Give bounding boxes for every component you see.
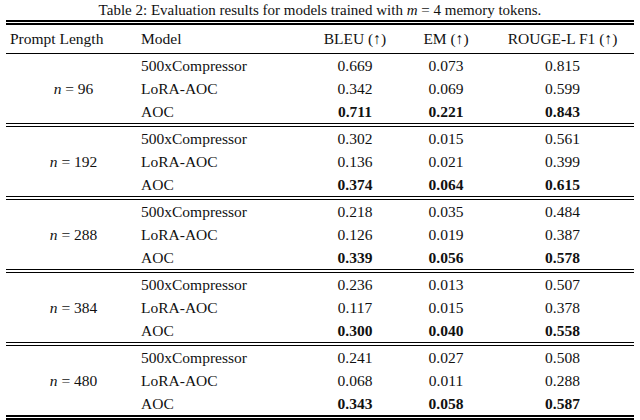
model-name: 500xCompressor (141, 54, 309, 78)
bleu-value: 0.669 (309, 54, 401, 78)
model-name: AOC (141, 392, 309, 418)
prompt-value: = 96 (61, 80, 93, 97)
col-header-prompt-length: Prompt Length (6, 23, 141, 54)
bleu-value: 0.300 (309, 319, 401, 344)
rouge-value: 0.587 (491, 392, 634, 418)
group-n480: n = 480 500xCompressor 0.241 0.027 0.508… (6, 344, 634, 418)
rouge-value: 0.843 (491, 100, 634, 125)
prompt-value: = 288 (58, 226, 98, 243)
prompt-length-label: n = 480 (6, 344, 141, 418)
results-table: Prompt Length Model BLEU (↑) EM (↑) ROUG… (6, 20, 634, 420)
bleu-value: 0.374 (309, 173, 401, 198)
em-value: 0.019 (401, 223, 491, 246)
rouge-value: 0.484 (491, 198, 634, 223)
em-value: 0.011 (401, 369, 491, 392)
rouge-value: 0.558 (491, 319, 634, 344)
caption-text-suffix: = 4 memory tokens. (418, 2, 542, 18)
bleu-value: 0.117 (309, 296, 401, 319)
prompt-var: n (50, 299, 58, 316)
model-name: LoRA-AOC (141, 150, 309, 173)
bleu-value: 0.126 (309, 223, 401, 246)
bleu-value: 0.218 (309, 198, 401, 223)
header-row: Prompt Length Model BLEU (↑) EM (↑) ROUG… (6, 23, 634, 54)
prompt-var: n (50, 226, 58, 243)
prompt-length-label: n = 192 (6, 125, 141, 198)
model-name: LoRA-AOC (141, 296, 309, 319)
em-value: 0.027 (401, 344, 491, 369)
em-value: 0.040 (401, 319, 491, 344)
em-value: 0.013 (401, 271, 491, 296)
em-value: 0.058 (401, 392, 491, 418)
rouge-value: 0.578 (491, 246, 634, 271)
rouge-value: 0.815 (491, 54, 634, 78)
em-value: 0.064 (401, 173, 491, 198)
em-value: 0.015 (401, 125, 491, 150)
table-row: n = 192 500xCompressor 0.302 0.015 0.561 (6, 125, 634, 150)
col-header-model: Model (141, 23, 309, 54)
table-row: n = 288 500xCompressor 0.218 0.035 0.484 (6, 198, 634, 223)
prompt-var: n (50, 153, 58, 170)
rouge-value: 0.288 (491, 369, 634, 392)
bleu-value: 0.339 (309, 246, 401, 271)
bleu-value: 0.343 (309, 392, 401, 418)
table-caption: Table 2: Evaluation results for models t… (0, 0, 640, 19)
bleu-value: 0.136 (309, 150, 401, 173)
rouge-value: 0.507 (491, 271, 634, 296)
model-name: 500xCompressor (141, 125, 309, 150)
rouge-value: 0.378 (491, 296, 634, 319)
table-row: n = 96 500xCompressor 0.669 0.073 0.815 (6, 54, 634, 78)
prompt-value: = 384 (58, 299, 98, 316)
bleu-value: 0.711 (309, 100, 401, 125)
prompt-value: = 192 (58, 153, 98, 170)
em-value: 0.073 (401, 54, 491, 78)
bleu-value: 0.236 (309, 271, 401, 296)
prompt-length-label: n = 288 (6, 198, 141, 271)
group-n192: n = 192 500xCompressor 0.302 0.015 0.561… (6, 125, 634, 198)
caption-text-prefix: Table 2: Evaluation results for models t… (99, 2, 407, 18)
table-row: n = 480 500xCompressor 0.241 0.027 0.508 (6, 344, 634, 369)
prompt-var: n (50, 372, 58, 389)
rouge-value: 0.399 (491, 150, 634, 173)
model-name: 500xCompressor (141, 271, 309, 296)
bleu-value: 0.241 (309, 344, 401, 369)
em-value: 0.056 (401, 246, 491, 271)
col-header-rouge-l-f1: ROUGE-L F1 (↑) (491, 23, 634, 54)
caption-math-var: m (407, 2, 418, 18)
model-name: AOC (141, 100, 309, 125)
col-header-em: EM (↑) (401, 23, 491, 54)
model-name: 500xCompressor (141, 198, 309, 223)
bleu-value: 0.068 (309, 369, 401, 392)
bleu-value: 0.302 (309, 125, 401, 150)
model-name: LoRA-AOC (141, 223, 309, 246)
rouge-value: 0.615 (491, 173, 634, 198)
model-name: AOC (141, 246, 309, 271)
rouge-value: 0.508 (491, 344, 634, 369)
group-n288: n = 288 500xCompressor 0.218 0.035 0.484… (6, 198, 634, 271)
table-row: n = 384 500xCompressor 0.236 0.013 0.507 (6, 271, 634, 296)
rouge-value: 0.387 (491, 223, 634, 246)
group-n96: n = 96 500xCompressor 0.669 0.073 0.815 … (6, 54, 634, 126)
em-value: 0.021 (401, 150, 491, 173)
bleu-value: 0.342 (309, 77, 401, 100)
model-name: LoRA-AOC (141, 369, 309, 392)
model-name: 500xCompressor (141, 344, 309, 369)
prompt-value: = 480 (58, 372, 98, 389)
em-value: 0.221 (401, 100, 491, 125)
em-value: 0.015 (401, 296, 491, 319)
col-header-bleu: BLEU (↑) (309, 23, 401, 54)
model-name: AOC (141, 173, 309, 198)
table-header: Prompt Length Model BLEU (↑) EM (↑) ROUG… (6, 23, 634, 54)
prompt-length-label: n = 384 (6, 271, 141, 344)
em-value: 0.035 (401, 198, 491, 223)
rouge-value: 0.561 (491, 125, 634, 150)
em-value: 0.069 (401, 77, 491, 100)
prompt-length-label: n = 96 (6, 54, 141, 126)
rouge-value: 0.599 (491, 77, 634, 100)
group-n384: n = 384 500xCompressor 0.236 0.013 0.507… (6, 271, 634, 344)
model-name: AOC (141, 319, 309, 344)
model-name: LoRA-AOC (141, 77, 309, 100)
